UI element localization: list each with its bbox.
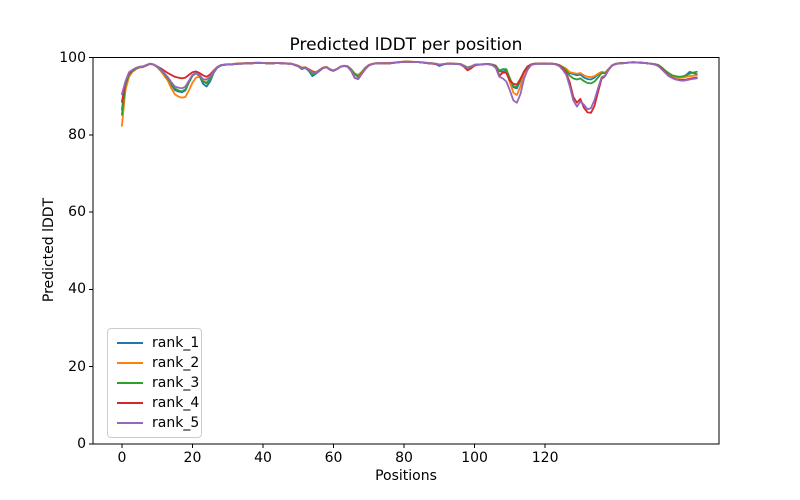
legend-swatch-rank_5 [117,422,143,424]
series-line-rank_4 [121,60,698,114]
legend-swatch-rank_2 [117,362,143,364]
series-line-rank_1 [121,60,698,111]
x-tick-label: 0 [117,450,127,466]
legend-entry-rank_2: rank_2 [108,353,201,373]
legend-entry-rank_5: rank_5 [108,413,201,433]
legend-swatch-rank_3 [117,382,143,384]
x-axis-label: Positions [375,468,437,484]
y-tick-label: 20 [68,358,86,375]
y-tick-label: 80 [68,126,86,143]
y-tick-label: 0 [77,436,86,452]
legend-swatch-rank_4 [117,402,143,404]
series-line-rank_3 [121,60,698,116]
y-tick-label: 100 [59,49,86,66]
x-tick-label: 20 [183,450,202,466]
legend-label-rank_3: rank_3 [152,375,200,391]
legend-label-rank_1: rank_1 [152,335,200,351]
legend-label-rank_5: rank_5 [152,415,200,431]
legend-label-rank_2: rank_2 [152,355,200,371]
legend-entry-rank_1: rank_1 [108,333,201,353]
x-tick-label: 120 [531,450,559,466]
x-tick-label: 40 [254,450,272,466]
series-line-rank_2 [121,60,698,127]
x-tick-label: 100 [461,450,488,466]
legend-entry-rank_3: rank_3 [108,373,201,393]
axes-frame [92,57,720,445]
x-tick-label: 60 [324,450,343,466]
legend: rank_1 rank_2 rank_3 rank_4 rank_5 [107,328,202,438]
chart-title: Predicted lDDT per position [289,35,523,55]
y-tick-label: 60 [68,204,86,221]
legend-label-rank_4: rank_4 [152,395,200,411]
x-tick-label: 80 [395,450,413,466]
legend-entry-rank_4: rank_4 [108,393,201,413]
series-line-rank_5 [121,60,698,111]
y-tick-label: 40 [68,281,86,298]
legend-swatch-rank_1 [117,342,143,344]
